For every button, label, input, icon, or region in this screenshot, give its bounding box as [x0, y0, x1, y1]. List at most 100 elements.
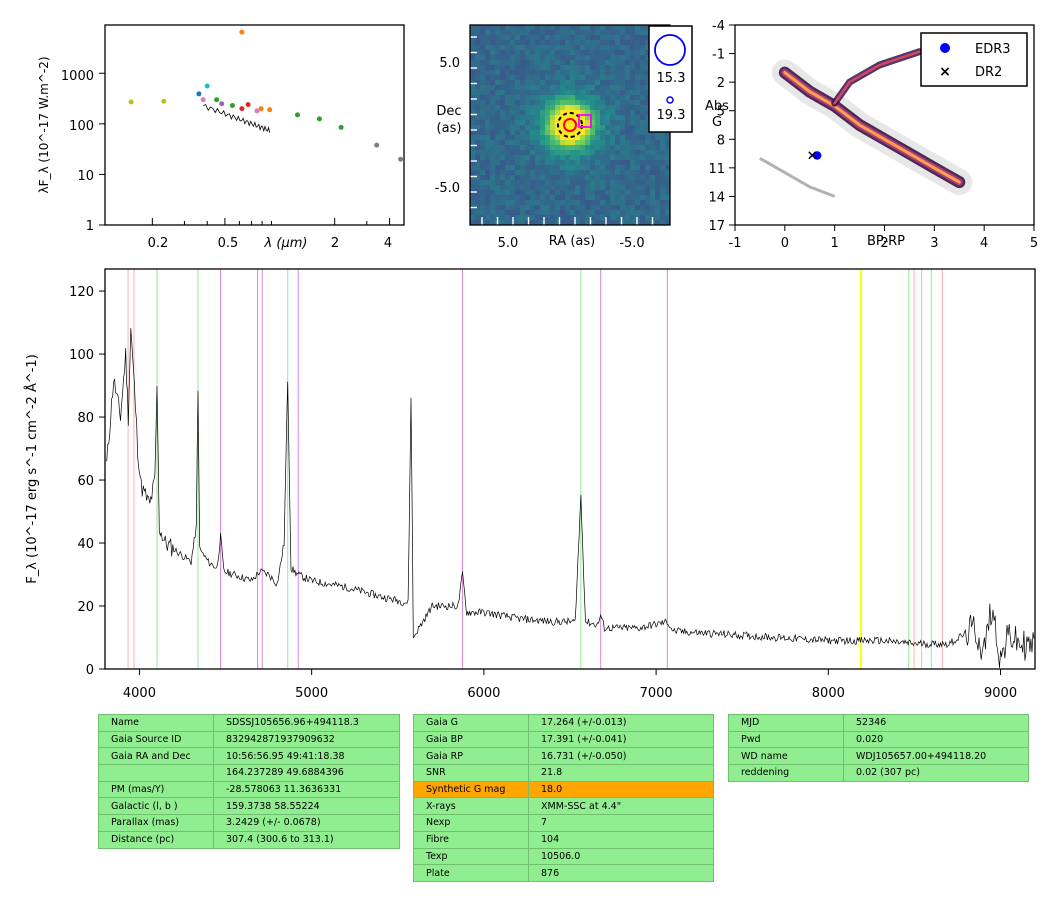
image-pixel: [610, 195, 616, 201]
image-pixel: [570, 190, 576, 196]
image-pixel: [605, 70, 611, 76]
image-pixel: [505, 35, 511, 41]
image-pixel: [625, 210, 631, 216]
image-pixel: [485, 70, 491, 76]
image-pixel: [665, 215, 671, 221]
image-pixel: [530, 65, 536, 71]
image-pixel: [475, 35, 481, 41]
image-pixel: [540, 120, 546, 126]
image-pixel: [645, 35, 651, 41]
image-pixel: [660, 215, 666, 221]
image-pixel: [470, 55, 476, 61]
image-pixel: [500, 85, 506, 91]
image-pixel: [480, 30, 486, 36]
image-pixel: [560, 30, 566, 36]
image-pixel: [605, 75, 611, 81]
image-pixel: [490, 170, 496, 176]
image-pixel: [545, 110, 551, 116]
image-pixel: [560, 145, 566, 151]
image-pixel: [645, 110, 651, 116]
image-pixel: [580, 115, 586, 121]
image-pixel: [555, 60, 561, 66]
image-pixel: [500, 220, 506, 226]
image-pixel: [610, 45, 616, 51]
image-pixel: [540, 60, 546, 66]
target-magenta-square: [578, 114, 592, 128]
image-pixel: [565, 215, 571, 221]
image-pixel: [490, 45, 496, 51]
image-pixel: [665, 205, 671, 211]
image-pixel: [540, 25, 546, 31]
image-pixel: [570, 55, 576, 61]
image-pixel: [605, 25, 611, 31]
image-pixel: [600, 105, 606, 111]
table-row: Gaia BP 17.391 (+/-0.041): [413, 730, 714, 749]
image-pixel: [595, 170, 601, 176]
image-pixel: [525, 205, 531, 211]
image-pixel: [635, 120, 641, 126]
image-pixel: [570, 75, 576, 81]
image-pixel: [490, 40, 496, 46]
image-pixel: [625, 190, 631, 196]
image-pixel: [585, 200, 591, 206]
image-pixel: [610, 200, 616, 206]
image-pixel: [660, 190, 666, 196]
image-pixel: [495, 110, 501, 116]
image-pixel: [635, 175, 641, 181]
image-pixel: [620, 150, 626, 156]
image-pixel: [510, 205, 516, 211]
image-pixel: [515, 110, 521, 116]
image-pixel: [495, 145, 501, 151]
image-pixel: [540, 130, 546, 136]
image-pixel: [625, 45, 631, 51]
image-pixel: [575, 205, 581, 211]
image-pixel: [660, 150, 666, 156]
image-pixel: [490, 60, 496, 66]
image-pixel: [550, 140, 556, 146]
image-pixel: [500, 40, 506, 46]
image-pixel: [565, 115, 571, 121]
image-pixel: [590, 215, 596, 221]
image-pixel: [575, 210, 581, 216]
image-pixel: [605, 220, 611, 226]
image-pixel: [525, 120, 531, 126]
image-pixel: [480, 150, 486, 156]
image-pixel: [635, 180, 641, 186]
image-pixel: [490, 190, 496, 196]
image-pixel: [475, 180, 481, 186]
image-pixel: [605, 145, 611, 151]
image-pixel: [560, 100, 566, 106]
sed-point-6: [219, 101, 225, 107]
image-pixel: [640, 180, 646, 186]
image-pixel: [495, 55, 501, 61]
image-pixel: [625, 145, 631, 151]
image-pixel: [625, 125, 631, 131]
image-pixel: [550, 55, 556, 61]
table-value-cell: 832942871937909632: [213, 730, 400, 749]
image-pixel: [615, 150, 621, 156]
sed-point-2: [196, 91, 202, 97]
image-pixel: [490, 185, 496, 191]
image-pixel: [610, 140, 616, 146]
table-row: Gaia RP 16.731 (+/-0.050): [413, 747, 714, 766]
image-pixel: [540, 115, 546, 121]
image-pixel: [510, 40, 516, 46]
image-pixel: [495, 105, 501, 111]
image-pixel: [650, 195, 656, 201]
image-pixel: [535, 215, 541, 221]
image-pixel: [585, 105, 591, 111]
image-pixel: [620, 175, 626, 181]
image-pixel: [555, 190, 561, 196]
image-pixel: [540, 170, 546, 176]
image-pixel: [580, 165, 586, 171]
image-pixel: [560, 25, 566, 31]
image-pixel: [555, 220, 561, 226]
image-pixel: [565, 65, 571, 71]
image-pixel: [570, 140, 576, 146]
image-pixel: [490, 205, 496, 211]
image-pixel: [645, 80, 651, 86]
image-pixel: [665, 185, 671, 191]
image-pixel: [470, 75, 476, 81]
image-pixel: [565, 165, 571, 171]
